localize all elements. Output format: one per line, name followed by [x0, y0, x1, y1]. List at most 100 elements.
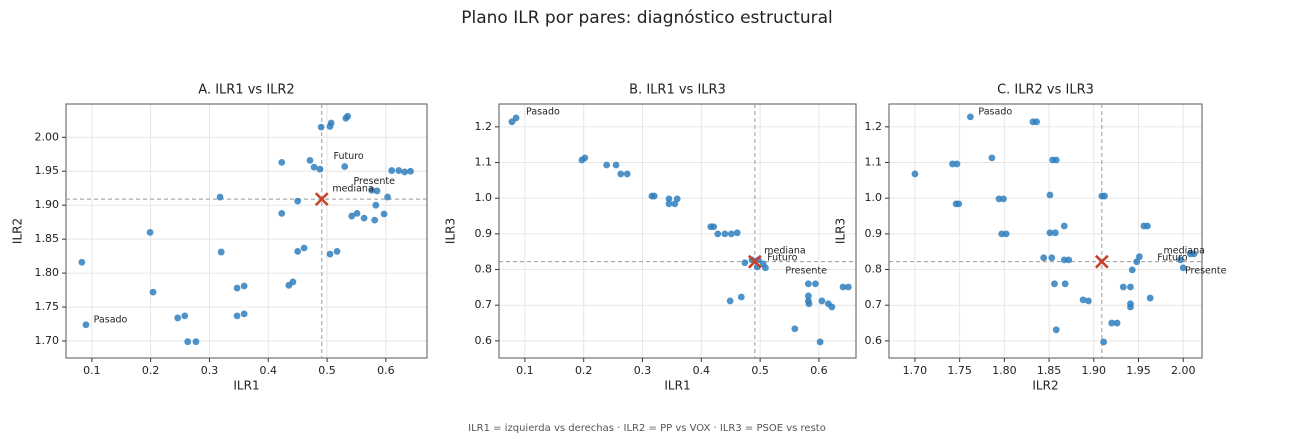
x-tick-label: 1.75 — [947, 364, 972, 377]
point — [1144, 222, 1151, 230]
x-tick-label: 0.4 — [260, 364, 278, 377]
point — [278, 159, 286, 166]
point — [310, 163, 318, 171]
y-tick-label: 1.0 — [475, 191, 493, 204]
point — [333, 247, 341, 255]
annotation: Pasado — [94, 314, 128, 325]
point — [401, 168, 409, 176]
figure-title: Plano ILR por pares: diagnóstico estruct… — [461, 8, 833, 28]
point — [1136, 253, 1143, 261]
y-tick-label: 1.80 — [35, 266, 60, 279]
point — [327, 119, 335, 127]
point — [1146, 294, 1154, 302]
point — [1133, 258, 1141, 266]
point — [623, 170, 631, 178]
point — [1179, 264, 1187, 272]
point — [665, 200, 673, 208]
point — [512, 114, 520, 122]
point — [1113, 319, 1121, 327]
point — [1190, 250, 1198, 258]
footnote: ILR1 = izquierda vs derechas · ILR2 = PP… — [468, 423, 826, 434]
point — [181, 312, 189, 320]
y-tick-label: 1.0 — [865, 191, 883, 204]
annotation: Futuro — [1157, 252, 1187, 263]
annotation: Presente — [785, 265, 827, 276]
x-tick-label: 0.5 — [318, 364, 336, 377]
point — [240, 310, 248, 318]
annotation: mediana — [764, 245, 805, 256]
point — [665, 195, 673, 203]
point — [353, 209, 361, 217]
y-tick-label: 0.6 — [475, 334, 493, 347]
point — [1052, 156, 1060, 164]
median-marker — [314, 192, 329, 206]
point — [1046, 229, 1054, 237]
annotation: Pasado — [526, 106, 560, 117]
y-tick-label: 0.6 — [865, 334, 883, 347]
point — [82, 321, 90, 329]
point — [388, 167, 396, 174]
point — [380, 210, 388, 218]
point — [278, 209, 286, 217]
point — [316, 165, 324, 173]
point — [233, 284, 241, 292]
y-tick-label: 1.75 — [35, 300, 60, 313]
x-tick-label: 0.3 — [634, 364, 652, 377]
point — [368, 186, 376, 194]
point — [953, 160, 961, 168]
y-tick-label: 1.1 — [865, 156, 883, 169]
annotation: mediana — [332, 183, 373, 194]
point — [1079, 296, 1087, 304]
panel: 0.1 0.2 0.3 0.4 0.5 0.6 1.70 1.75 1.80 1.85 1.90 1.… — [11, 83, 428, 393]
y-tick-label: 1.70 — [35, 334, 60, 347]
point — [240, 282, 248, 290]
x-tick-label: 0.4 — [693, 364, 711, 377]
point — [174, 314, 182, 322]
point — [1128, 266, 1136, 274]
point — [741, 259, 749, 267]
point — [650, 192, 658, 200]
x-tick-label: 2.00 — [1171, 364, 1196, 377]
point — [1065, 256, 1073, 264]
point — [1119, 283, 1127, 291]
point — [988, 154, 996, 162]
point — [384, 193, 392, 201]
point — [1085, 297, 1092, 305]
y-tick-label: 0.8 — [475, 263, 493, 276]
panel-title: C. ILR2 vs ILR3 — [997, 83, 1094, 98]
x-tick-label: 0.3 — [201, 364, 219, 377]
point — [1033, 118, 1040, 126]
x-axis-label: ILR1 — [233, 379, 259, 393]
y-axis-label: ILR2 — [11, 218, 25, 244]
panel: 0.1 0.2 0.3 0.4 0.5 0.6 0.6 0.7 0.8 0.9 1.0 1.1 1.2 P… — [444, 83, 857, 393]
point — [844, 283, 852, 291]
point — [233, 312, 241, 320]
point — [1177, 256, 1184, 264]
point — [812, 280, 819, 288]
point — [911, 170, 919, 178]
point — [146, 228, 154, 236]
point — [805, 300, 813, 308]
point — [804, 280, 812, 288]
point — [184, 338, 192, 346]
x-tick-label: 0.6 — [810, 364, 828, 377]
annotation: Futuro — [767, 252, 797, 263]
annotation: Presente — [1185, 265, 1227, 276]
annotation: Presente — [354, 176, 396, 187]
point — [1051, 280, 1058, 288]
point — [78, 258, 86, 266]
point — [216, 193, 224, 201]
x-tick-label: 0.2 — [142, 364, 160, 377]
annotation: mediana — [1164, 245, 1205, 256]
point — [306, 156, 314, 164]
point — [192, 338, 200, 346]
x-tick-label: 1.70 — [903, 364, 928, 377]
point — [149, 288, 157, 296]
point — [727, 230, 735, 238]
x-tick-label: 0.1 — [83, 364, 101, 377]
median-marker — [1094, 254, 1109, 269]
x-tick-label: 1.95 — [1126, 364, 1151, 377]
y-tick-label: 1.95 — [35, 164, 60, 177]
point — [737, 293, 745, 301]
